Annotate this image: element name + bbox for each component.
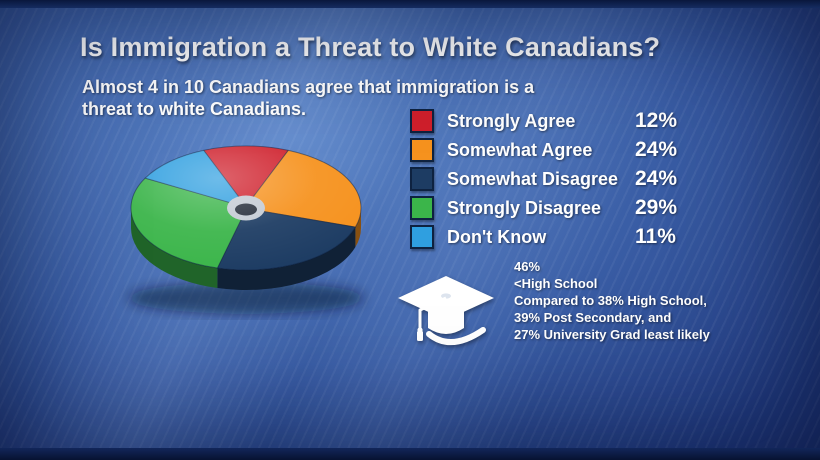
legend-label: Somewhat Agree xyxy=(447,139,593,160)
bottom-letterbox xyxy=(0,448,820,460)
subtitle-line-2: threat to white Canadians. xyxy=(82,99,307,119)
pie-gloss xyxy=(131,146,361,270)
legend-item: Somewhat Disagree 24% xyxy=(410,167,705,191)
legend-label: Somewhat Disagree xyxy=(447,168,619,189)
legend-swatch xyxy=(410,196,434,220)
education-line: <High School xyxy=(514,276,598,291)
legend-swatch xyxy=(410,225,434,249)
subtitle-line-1: Almost 4 in 10 Canadians agree that immi… xyxy=(82,77,535,97)
legend-item: Somewhat Agree 24% xyxy=(410,138,705,162)
pie-chart-svg xyxy=(128,145,364,314)
legend-value: 12% xyxy=(635,109,678,132)
legend-swatch xyxy=(410,138,434,162)
legend-swatch xyxy=(410,167,434,191)
legend-value: 11% xyxy=(635,225,676,248)
legend-value: 24% xyxy=(635,167,678,190)
legend-label: Strongly Disagree xyxy=(447,197,602,218)
legend-item: Don't Know 11% xyxy=(410,225,705,249)
education-line: 27% University Grad least likely xyxy=(514,327,710,342)
legend-value: 29% xyxy=(635,196,678,219)
legend-value: 24% xyxy=(635,138,678,161)
legend: Strongly Agree 12% Somewhat Agree 24% So… xyxy=(410,109,705,255)
legend-label: Don't Know xyxy=(447,226,547,247)
page-title: Is Immigration a Threat to White Canadia… xyxy=(80,32,661,62)
education-line: 46% xyxy=(514,259,541,274)
education-note: 46% <High School Compared to 38% High Sc… xyxy=(396,258,710,354)
chart-subtitle: Almost 4 in 10 Canadians agree that immi… xyxy=(82,76,534,120)
education-line: 39% Post Secondary, and xyxy=(514,310,672,325)
graduation-cap-icon xyxy=(396,272,496,354)
pie-chart xyxy=(96,120,396,320)
pie-shadow xyxy=(128,282,364,314)
education-line: Compared to 38% High School, xyxy=(514,293,707,308)
education-text: 46% <High School Compared to 38% High Sc… xyxy=(514,258,710,343)
top-letterbox xyxy=(0,0,820,8)
legend-label: Strongly Agree xyxy=(447,110,576,131)
legend-swatch xyxy=(410,109,434,133)
legend-item: Strongly Agree 12% xyxy=(410,109,705,133)
legend-item: Strongly Disagree 29% xyxy=(410,196,705,220)
